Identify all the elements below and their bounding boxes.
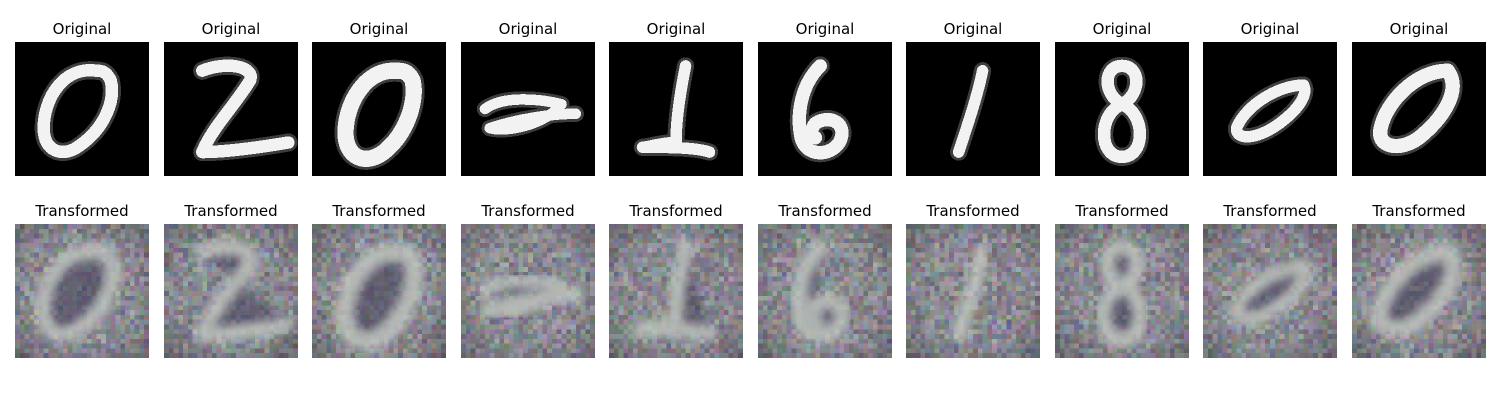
- digit-image: [758, 42, 892, 176]
- digit-image: [164, 224, 298, 358]
- digit-0-picture: [15, 42, 149, 176]
- digit-0-picture: [312, 42, 446, 176]
- panel-title: Transformed: [778, 202, 872, 220]
- panel-title: Original: [795, 20, 855, 38]
- panel-title: Original: [943, 20, 1003, 38]
- digit-image: [461, 224, 595, 358]
- panel-title: Transformed: [481, 202, 575, 220]
- image-vignette: [461, 224, 595, 358]
- digit-image: [1055, 224, 1189, 358]
- digit-stroke: [636, 60, 716, 158]
- digit-1-picture: [906, 42, 1040, 176]
- digit-stroke: [1230, 79, 1311, 143]
- image-vignette: [906, 224, 1040, 358]
- digit-stroke: [1372, 63, 1460, 154]
- image-vignette: [312, 224, 446, 358]
- digit-stroke: [37, 64, 119, 158]
- digit-0-picture: [1203, 42, 1337, 176]
- digit-6-picture: [758, 42, 892, 176]
- image-vignette: [1352, 224, 1486, 358]
- image-background: [1203, 42, 1337, 176]
- digit-0-picture: [312, 224, 446, 358]
- digit-2-picture: [609, 42, 743, 176]
- digit-stroke: [337, 62, 422, 167]
- digit-image: [906, 224, 1040, 358]
- panel-title: Transformed: [35, 202, 129, 220]
- panel-title: Transformed: [184, 202, 278, 220]
- digit-image: [609, 42, 743, 176]
- digit-0-picture: [1203, 224, 1337, 358]
- image-vignette: [1203, 224, 1337, 358]
- panel-title: Transformed: [1372, 202, 1466, 220]
- digit-0-picture: [1352, 42, 1486, 176]
- image-vignette: [758, 224, 892, 358]
- digit-image: [312, 224, 446, 358]
- digit-stroke: [792, 59, 849, 160]
- digit-2-picture: [609, 224, 743, 358]
- image-background: [1352, 42, 1486, 176]
- digit-1-picture: [906, 224, 1040, 358]
- digit-stroke: [196, 59, 295, 159]
- panel-title: Original: [646, 20, 706, 38]
- digit-8-picture: [1055, 224, 1189, 358]
- digit-2-picture: [461, 224, 595, 358]
- digit-image: [1055, 42, 1189, 176]
- image-vignette: [609, 224, 743, 358]
- digit-image: [15, 224, 149, 358]
- digit-image: [906, 42, 1040, 176]
- panel-title: Original: [52, 20, 112, 38]
- panel-title: Original: [349, 20, 409, 38]
- panel-title: Original: [1092, 20, 1152, 38]
- digit-image: [1352, 224, 1486, 358]
- digit-image: [758, 224, 892, 358]
- panel-title: Transformed: [1075, 202, 1169, 220]
- digit-6-picture: [758, 224, 892, 358]
- image-vignette: [164, 224, 298, 358]
- digit-stroke: [1097, 59, 1147, 164]
- digit-image: [461, 42, 595, 176]
- panel-title: Transformed: [332, 202, 426, 220]
- digit-image: [1203, 42, 1337, 176]
- digit-2-picture: [164, 42, 298, 176]
- panel-title: Transformed: [1223, 202, 1317, 220]
- image-vignette: [15, 224, 149, 358]
- digit-0-picture: [15, 224, 149, 358]
- digit-stroke: [479, 94, 582, 135]
- panel-title: Transformed: [926, 202, 1020, 220]
- digit-stroke: [952, 64, 989, 158]
- panel-title: Original: [1240, 20, 1300, 38]
- digit-image: [1203, 224, 1337, 358]
- panel-title: Original: [498, 20, 558, 38]
- digit-image: [15, 42, 149, 176]
- panel-title: Original: [1389, 20, 1449, 38]
- image-vignette: [1055, 224, 1189, 358]
- digit-image: [1352, 42, 1486, 176]
- digit-image: [164, 42, 298, 176]
- digit-8-picture: [1055, 42, 1189, 176]
- digit-0-picture: [1352, 224, 1486, 358]
- digit-image: [312, 42, 446, 176]
- digit-image: [609, 224, 743, 358]
- panel-title: Original: [201, 20, 261, 38]
- digit-2-picture: [164, 224, 298, 358]
- digit-2-picture: [461, 42, 595, 176]
- panel-title: Transformed: [629, 202, 723, 220]
